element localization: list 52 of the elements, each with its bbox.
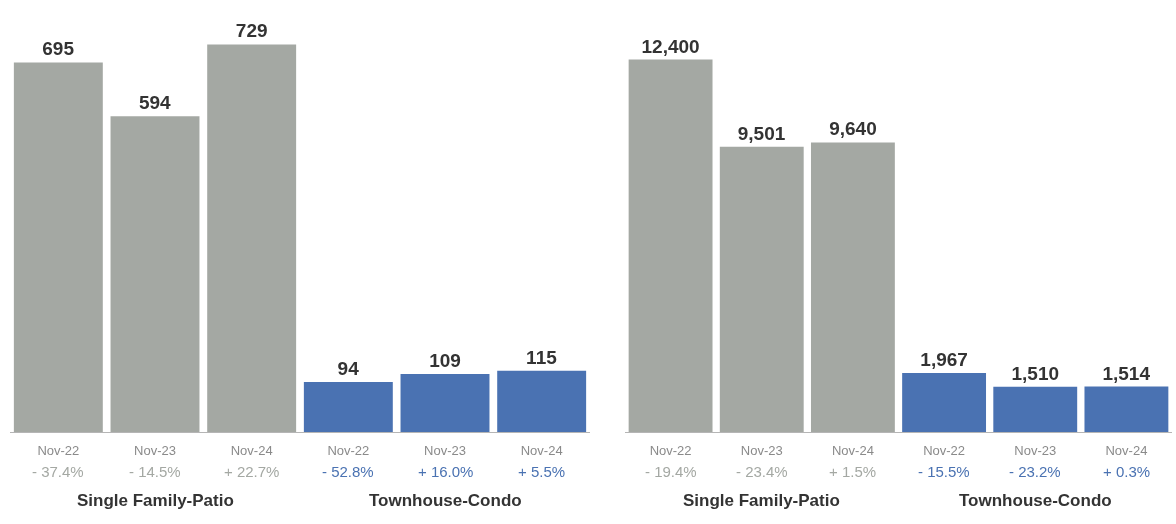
text: - 23.4%: [736, 463, 788, 480]
text: Townhouse-Condo: [959, 491, 1112, 510]
text: + 16.0%: [418, 463, 474, 480]
data-label: 729: [235, 20, 268, 42]
text: - 19.4%: [645, 463, 697, 480]
bar: [1084, 386, 1169, 432]
bar: [810, 142, 895, 432]
bar: [993, 386, 1078, 432]
data-label: 1,510: [1011, 362, 1060, 384]
data-label: 109: [429, 350, 461, 372]
bar: [497, 370, 587, 432]
bar: [719, 146, 804, 432]
data-label: 9,501: [737, 122, 786, 144]
x-tick-label: Nov-23: [740, 442, 783, 458]
data-label: 1,514: [1102, 362, 1151, 384]
x-tick-label: Nov-24: [1105, 442, 1148, 458]
data-label: 695: [42, 38, 75, 60]
x-tick-label: Nov-23: [1014, 442, 1057, 458]
data-label: 9,640: [829, 118, 877, 140]
data-label: 594: [138, 92, 172, 114]
bar: [400, 374, 490, 432]
x-tick-label: Nov-24: [230, 442, 273, 458]
x-tick-label: Nov-22: [649, 442, 692, 458]
text: + 1.5%: [829, 463, 877, 480]
data-label: 1,967: [920, 348, 968, 370]
x-tick-label: Nov-22: [37, 442, 80, 458]
text: Single Family-Patio: [683, 491, 840, 510]
text: Single Family-Patio: [77, 491, 234, 510]
x-tick-label: Nov-22: [327, 442, 370, 458]
bar: [902, 372, 987, 432]
text: - 15.5%: [918, 463, 970, 480]
text: - 14.5%: [129, 463, 181, 480]
text: Townhouse-Condo: [369, 491, 522, 510]
text: - 23.2%: [1009, 463, 1061, 480]
bar: [13, 62, 103, 432]
x-tick-label: Nov-23: [134, 442, 176, 458]
x-tick-label: Nov-24: [831, 442, 874, 458]
text: + 5.5%: [518, 463, 566, 480]
bar: [303, 382, 393, 432]
x-tick-label: Nov-22: [923, 442, 966, 458]
bar: [110, 116, 200, 432]
text: + 22.7%: [224, 463, 280, 480]
x-tick-label: Nov-23: [424, 442, 466, 458]
data-label: 94: [337, 358, 360, 380]
data-label: 115: [526, 346, 558, 368]
text: - 37.4%: [32, 463, 84, 480]
data-label: 12,400: [641, 35, 700, 57]
text: + 0.3%: [1103, 463, 1151, 480]
x-tick-label: Nov-24: [520, 442, 563, 458]
bar: [207, 44, 297, 432]
bar: [628, 59, 713, 432]
text: - 52.8%: [322, 463, 374, 480]
